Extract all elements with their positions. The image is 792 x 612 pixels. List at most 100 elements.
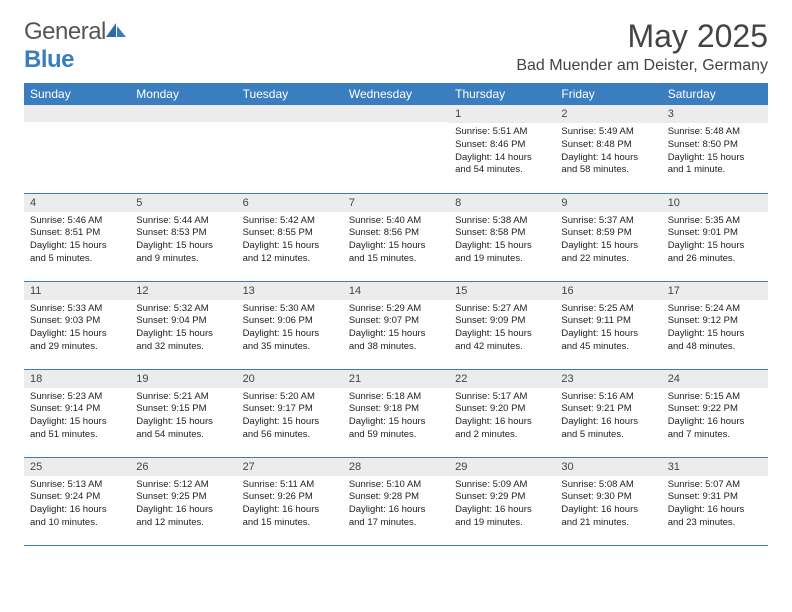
sunset-text: Sunset: 9:29 PM <box>455 491 549 504</box>
sunrise-text: Sunrise: 5:51 AM <box>455 126 549 139</box>
date-number: 2 <box>555 105 661 123</box>
day-header: Thursday <box>449 83 555 105</box>
sunset-text: Sunset: 8:48 PM <box>561 139 655 152</box>
sunrise-text: Sunrise: 5:16 AM <box>561 391 655 404</box>
month-title: May 2025 <box>516 18 768 55</box>
sunrise-text: Sunrise: 5:13 AM <box>30 479 124 492</box>
date-number: 9 <box>555 194 661 212</box>
daylight-text: Daylight: 15 hours and 48 minutes. <box>668 328 762 354</box>
date-number: 23 <box>555 370 661 388</box>
brand-logo: GeneralBlue <box>24 18 128 74</box>
day-cell: 23Sunrise: 5:16 AMSunset: 9:21 PMDayligh… <box>555 369 661 457</box>
date-number <box>237 105 343 122</box>
day-details: Sunrise: 5:49 AMSunset: 8:48 PMDaylight:… <box>555 123 661 181</box>
day-cell: 27Sunrise: 5:11 AMSunset: 9:26 PMDayligh… <box>237 457 343 545</box>
sunrise-text: Sunrise: 5:33 AM <box>30 303 124 316</box>
week-row: 11Sunrise: 5:33 AMSunset: 9:03 PMDayligh… <box>24 281 768 369</box>
date-number: 14 <box>343 282 449 300</box>
daylight-text: Daylight: 16 hours and 21 minutes. <box>561 504 655 530</box>
date-number: 27 <box>237 458 343 476</box>
sunrise-text: Sunrise: 5:15 AM <box>668 391 762 404</box>
day-details: Sunrise: 5:23 AMSunset: 9:14 PMDaylight:… <box>24 388 130 446</box>
day-details: Sunrise: 5:09 AMSunset: 9:29 PMDaylight:… <box>449 476 555 534</box>
sunset-text: Sunset: 9:28 PM <box>349 491 443 504</box>
day-cell: 16Sunrise: 5:25 AMSunset: 9:11 PMDayligh… <box>555 281 661 369</box>
sunrise-text: Sunrise: 5:40 AM <box>349 215 443 228</box>
daylight-text: Daylight: 15 hours and 19 minutes. <box>455 240 549 266</box>
day-details: Sunrise: 5:10 AMSunset: 9:28 PMDaylight:… <box>343 476 449 534</box>
date-number: 24 <box>662 370 768 388</box>
day-cell: 28Sunrise: 5:10 AMSunset: 9:28 PMDayligh… <box>343 457 449 545</box>
day-details: Sunrise: 5:48 AMSunset: 8:50 PMDaylight:… <box>662 123 768 181</box>
sunset-text: Sunset: 8:50 PM <box>668 139 762 152</box>
sunset-text: Sunset: 9:17 PM <box>243 403 337 416</box>
sunrise-text: Sunrise: 5:25 AM <box>561 303 655 316</box>
day-cell: 29Sunrise: 5:09 AMSunset: 9:29 PMDayligh… <box>449 457 555 545</box>
brand-name-2: Blue <box>24 46 74 73</box>
daylight-text: Daylight: 14 hours and 54 minutes. <box>455 152 549 178</box>
day-cell: 17Sunrise: 5:24 AMSunset: 9:12 PMDayligh… <box>662 281 768 369</box>
daylight-text: Daylight: 15 hours and 51 minutes. <box>30 416 124 442</box>
sunrise-text: Sunrise: 5:17 AM <box>455 391 549 404</box>
day-cell: 11Sunrise: 5:33 AMSunset: 9:03 PMDayligh… <box>24 281 130 369</box>
calendar-header-row: SundayMondayTuesdayWednesdayThursdayFrid… <box>24 83 768 105</box>
day-details: Sunrise: 5:12 AMSunset: 9:25 PMDaylight:… <box>130 476 236 534</box>
sunset-text: Sunset: 9:24 PM <box>30 491 124 504</box>
daylight-text: Daylight: 16 hours and 2 minutes. <box>455 416 549 442</box>
day-details: Sunrise: 5:29 AMSunset: 9:07 PMDaylight:… <box>343 300 449 358</box>
day-cell: 13Sunrise: 5:30 AMSunset: 9:06 PMDayligh… <box>237 281 343 369</box>
date-number <box>24 105 130 122</box>
daylight-text: Daylight: 15 hours and 22 minutes. <box>561 240 655 266</box>
brand-name-1: General <box>24 18 106 45</box>
sunset-text: Sunset: 8:51 PM <box>30 227 124 240</box>
sunrise-text: Sunrise: 5:38 AM <box>455 215 549 228</box>
daylight-text: Daylight: 15 hours and 45 minutes. <box>561 328 655 354</box>
day-details: Sunrise: 5:32 AMSunset: 9:04 PMDaylight:… <box>130 300 236 358</box>
day-details: Sunrise: 5:25 AMSunset: 9:11 PMDaylight:… <box>555 300 661 358</box>
day-cell: 15Sunrise: 5:27 AMSunset: 9:09 PMDayligh… <box>449 281 555 369</box>
daylight-text: Daylight: 16 hours and 19 minutes. <box>455 504 549 530</box>
date-number: 31 <box>662 458 768 476</box>
sunrise-text: Sunrise: 5:21 AM <box>136 391 230 404</box>
day-cell: 25Sunrise: 5:13 AMSunset: 9:24 PMDayligh… <box>24 457 130 545</box>
date-number: 13 <box>237 282 343 300</box>
day-cell <box>130 105 236 193</box>
day-cell: 31Sunrise: 5:07 AMSunset: 9:31 PMDayligh… <box>662 457 768 545</box>
date-number: 8 <box>449 194 555 212</box>
day-details: Sunrise: 5:15 AMSunset: 9:22 PMDaylight:… <box>662 388 768 446</box>
daylight-text: Daylight: 16 hours and 15 minutes. <box>243 504 337 530</box>
sunset-text: Sunset: 9:06 PM <box>243 315 337 328</box>
date-number: 16 <box>555 282 661 300</box>
day-cell: 5Sunrise: 5:44 AMSunset: 8:53 PMDaylight… <box>130 193 236 281</box>
date-number: 30 <box>555 458 661 476</box>
day-details: Sunrise: 5:42 AMSunset: 8:55 PMDaylight:… <box>237 212 343 270</box>
sunrise-text: Sunrise: 5:46 AM <box>30 215 124 228</box>
sunset-text: Sunset: 9:01 PM <box>668 227 762 240</box>
sunset-text: Sunset: 9:26 PM <box>243 491 337 504</box>
sunrise-text: Sunrise: 5:07 AM <box>668 479 762 492</box>
daylight-text: Daylight: 16 hours and 5 minutes. <box>561 416 655 442</box>
day-cell: 21Sunrise: 5:18 AMSunset: 9:18 PMDayligh… <box>343 369 449 457</box>
sunset-text: Sunset: 9:25 PM <box>136 491 230 504</box>
sunrise-text: Sunrise: 5:37 AM <box>561 215 655 228</box>
day-cell: 6Sunrise: 5:42 AMSunset: 8:55 PMDaylight… <box>237 193 343 281</box>
sunset-text: Sunset: 9:22 PM <box>668 403 762 416</box>
day-header: Saturday <box>662 83 768 105</box>
day-details: Sunrise: 5:13 AMSunset: 9:24 PMDaylight:… <box>24 476 130 534</box>
day-details: Sunrise: 5:11 AMSunset: 9:26 PMDaylight:… <box>237 476 343 534</box>
sunrise-text: Sunrise: 5:10 AM <box>349 479 443 492</box>
sunset-text: Sunset: 9:15 PM <box>136 403 230 416</box>
week-row: 18Sunrise: 5:23 AMSunset: 9:14 PMDayligh… <box>24 369 768 457</box>
day-cell: 30Sunrise: 5:08 AMSunset: 9:30 PMDayligh… <box>555 457 661 545</box>
daylight-text: Daylight: 15 hours and 12 minutes. <box>243 240 337 266</box>
day-details: Sunrise: 5:08 AMSunset: 9:30 PMDaylight:… <box>555 476 661 534</box>
day-cell: 10Sunrise: 5:35 AMSunset: 9:01 PMDayligh… <box>662 193 768 281</box>
date-number: 28 <box>343 458 449 476</box>
daylight-text: Daylight: 15 hours and 5 minutes. <box>30 240 124 266</box>
day-cell <box>24 105 130 193</box>
day-details: Sunrise: 5:17 AMSunset: 9:20 PMDaylight:… <box>449 388 555 446</box>
day-cell: 1Sunrise: 5:51 AMSunset: 8:46 PMDaylight… <box>449 105 555 193</box>
sunrise-text: Sunrise: 5:44 AM <box>136 215 230 228</box>
day-cell: 18Sunrise: 5:23 AMSunset: 9:14 PMDayligh… <box>24 369 130 457</box>
day-details: Sunrise: 5:27 AMSunset: 9:09 PMDaylight:… <box>449 300 555 358</box>
